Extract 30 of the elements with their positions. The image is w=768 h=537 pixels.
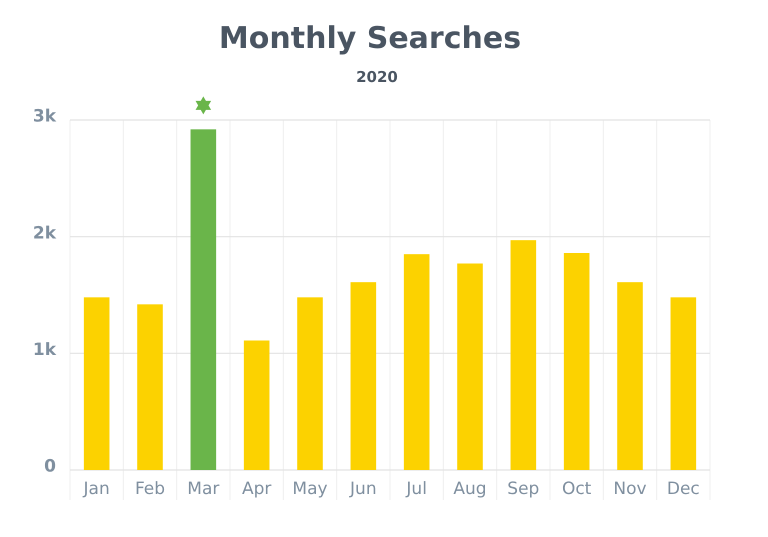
bar bbox=[510, 240, 536, 470]
x-tick-label: Aug bbox=[453, 479, 487, 499]
x-tick-label: Mar bbox=[187, 479, 220, 499]
x-tick-label: Nov bbox=[613, 479, 647, 499]
y-tick-label: 0 bbox=[44, 456, 56, 477]
x-tick-label: May bbox=[292, 479, 328, 499]
chart-subtitle: 2020 bbox=[356, 68, 398, 86]
bar bbox=[617, 282, 643, 470]
bar bbox=[350, 282, 376, 470]
x-tick-label: Sep bbox=[507, 479, 540, 499]
bar bbox=[297, 297, 323, 470]
x-tick-label: Jan bbox=[82, 479, 110, 499]
x-tick-label: Jun bbox=[349, 479, 377, 499]
x-tick-label: Apr bbox=[242, 479, 272, 499]
bar bbox=[84, 297, 110, 470]
bar bbox=[457, 264, 483, 470]
y-tick-label: 1k bbox=[32, 340, 57, 360]
y-tick-label: 2k bbox=[32, 223, 57, 244]
bar bbox=[244, 340, 270, 470]
x-tick-label: Feb bbox=[134, 479, 166, 499]
chart-title: Monthly Searches bbox=[218, 21, 522, 56]
x-tick-label: Jul bbox=[405, 479, 427, 499]
bar bbox=[404, 254, 430, 470]
y-tick-label: 3k bbox=[32, 106, 57, 127]
x-tick-label: Oct bbox=[562, 479, 592, 499]
bar bbox=[564, 253, 590, 470]
bar bbox=[137, 304, 163, 470]
x-tick-label: Dec bbox=[666, 479, 700, 499]
bar bbox=[670, 297, 696, 470]
bar bbox=[190, 129, 216, 470]
